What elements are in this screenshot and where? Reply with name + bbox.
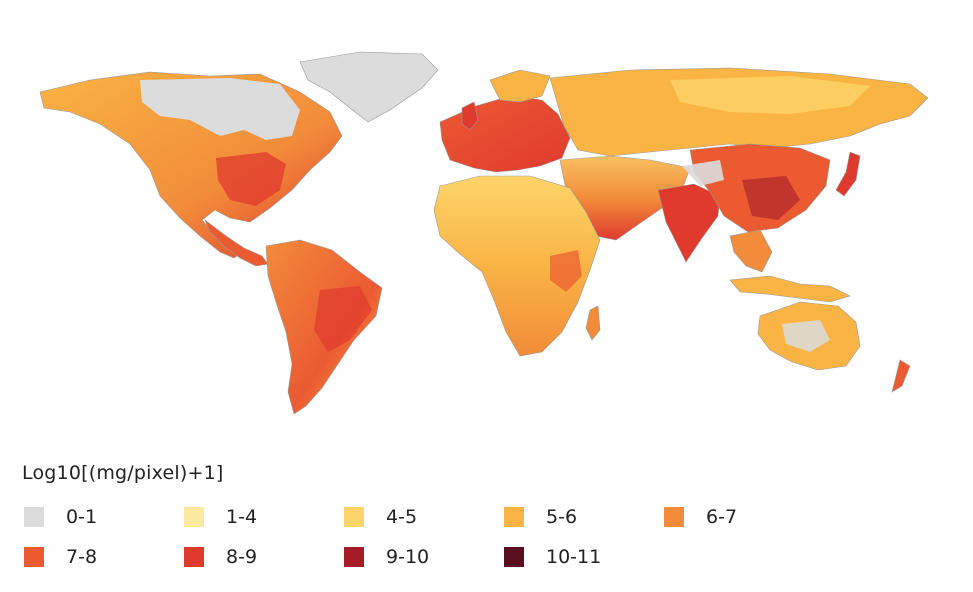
- legend-item-9-10: 9-10: [344, 545, 429, 569]
- legend-label: 1-4: [226, 506, 258, 528]
- legend-label: 10-11: [546, 546, 602, 568]
- legend-swatch: [184, 547, 204, 567]
- scandinavia-region: [489, 69, 551, 103]
- legend-swatch: [504, 547, 524, 567]
- africa-region: [433, 175, 601, 357]
- indonesia-region: [729, 275, 851, 303]
- legend-item-5-6: 5-6: [504, 505, 577, 529]
- legend-swatch: [24, 507, 44, 527]
- madagascar-region: [585, 305, 601, 341]
- europe-region: [439, 95, 571, 173]
- canada-north-region: [140, 78, 300, 140]
- siberia-light-region: [670, 76, 870, 114]
- legend-swatch: [184, 507, 204, 527]
- legend-swatch: [504, 507, 524, 527]
- legend-item-0-1: 0-1: [24, 505, 97, 529]
- legend-label: 0-1: [66, 506, 98, 528]
- legend-label: 4-5: [386, 506, 418, 528]
- central-america-region: [204, 219, 269, 267]
- legend-item-8-9: 8-9: [184, 545, 257, 569]
- legend-title: Log10[(mg/pixel)+1]: [22, 462, 224, 484]
- legend-swatch: [344, 547, 364, 567]
- legend-label: 8-9: [226, 546, 258, 568]
- brazil-hotspot: [314, 286, 372, 352]
- legend-label: 7-8: [66, 546, 98, 568]
- japan-region: [835, 151, 861, 197]
- legend-swatch: [24, 547, 44, 567]
- china-hotspot: [742, 176, 800, 220]
- legend-label: 5-6: [546, 506, 578, 528]
- legend-label: 6-7: [706, 506, 738, 528]
- legend-swatch: [344, 507, 364, 527]
- legend-item-6-7: 6-7: [664, 505, 737, 529]
- legend-label: 9-10: [386, 546, 430, 568]
- legend-item-7-8: 7-8: [24, 545, 97, 569]
- southeast-asia-region: [729, 229, 773, 273]
- legend-swatch: [664, 507, 684, 527]
- legend-item-10-11: 10-11: [504, 545, 601, 569]
- new-zealand-region: [891, 359, 911, 393]
- uk-region: [461, 101, 479, 131]
- greenland-region: [299, 51, 439, 123]
- usa-east-hotspot: [216, 152, 286, 206]
- india-region: [657, 183, 721, 263]
- legend-item-1-4: 1-4: [184, 505, 257, 529]
- legend-item-4-5: 4-5: [344, 505, 417, 529]
- world-map: [39, 51, 929, 415]
- tibet-low-region: [682, 160, 724, 186]
- east-africa-hotspot: [550, 250, 582, 292]
- australia-interior-region: [782, 320, 830, 352]
